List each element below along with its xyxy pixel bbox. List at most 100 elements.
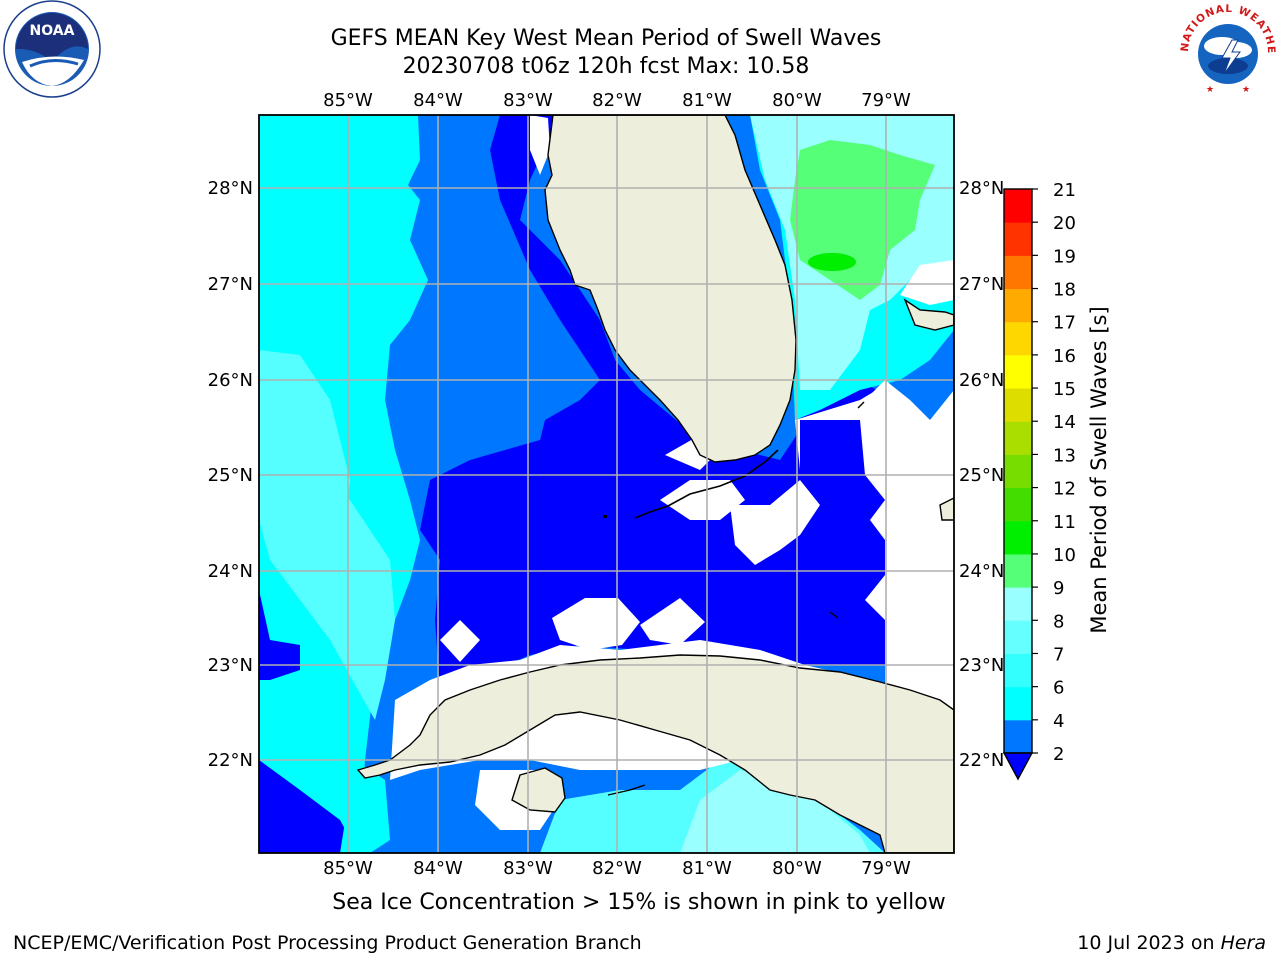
map-title: GEFS MEAN Key West Mean Period of Swell … [330,26,882,51]
lat-label-right: 26°N [959,370,1004,391]
footer-credit: NCEP/EMC/Verification Post Processing Pr… [13,932,642,954]
colorbar-segment [1004,421,1032,455]
lat-labels-left: 28°N 27°N 26°N 25°N 24°N 23°N 22°N [208,178,253,771]
lat-label-right: 25°N [959,465,1004,486]
colorbar-tick-label: 2 [1053,744,1064,765]
lat-label-left: 25°N [208,465,253,486]
lon-label-bottom: 85°W [323,858,373,879]
lat-label-left: 22°N [208,750,253,771]
land-cay-3 [607,784,646,796]
nodata-patch-3 [640,598,705,645]
colorbar-tick-label: 21 [1053,180,1076,201]
footer-date: 10 Jul 2023 on Hera [1077,932,1266,954]
footer-date-prefix: 10 Jul 2023 on [1077,932,1221,954]
colorbar-segment [1004,454,1032,489]
colorbar-segment [1004,553,1032,588]
nodata-patch-1 [440,620,480,662]
colorbar-segment [1004,520,1032,555]
colorbar-tick-label: 4 [1053,711,1064,732]
colorbar-segment [1004,388,1032,422]
nodata-patch-10 [530,115,550,175]
swell-band-green-peak [808,253,856,271]
nodata-patch-2 [552,598,640,650]
colorbar-tick-label: 12 [1053,479,1076,500]
colorbar-segment [1004,255,1032,290]
lat-label-left: 28°N [208,178,253,199]
lon-label-bottom: 84°W [413,858,463,879]
noaa-logo-text: NOAA [30,23,75,39]
colorbar-tick-label: 16 [1053,346,1076,367]
colorbar-extend-arrow [1002,752,1034,781]
colorbar: 2 4 6 7 8 9 10 11 12 13 14 15 16 17 18 19 20 21 [1002,180,1076,781]
colorbar-segment [1004,620,1032,654]
lat-label-left: 23°N [208,655,253,676]
lat-label-right: 22°N [959,750,1004,771]
lon-label-top: 81°W [682,90,732,111]
lat-label-right: 23°N [959,655,1004,676]
footer-host: Hera [1220,932,1266,954]
land-isla-juventud [511,767,566,813]
nodata-patch-6 [660,480,745,520]
svg-text:★: ★ [1206,85,1214,95]
colorbar-tick-label: 11 [1053,512,1076,533]
land-dry-tortugas [603,515,607,518]
colorbar-segment [1004,321,1032,356]
colorbar-segment [1004,587,1032,621]
lon-label-top: 80°W [772,90,822,111]
colorbar-label: Mean Period of Swell Waves [s] [1087,306,1111,633]
nodata-patch-9 [900,260,954,305]
lon-labels-top: 85°W 84°W 83°W 82°W 81°W 80°W 79°W [323,90,911,111]
land-cay-1 [829,611,839,619]
lon-label-top: 83°W [503,90,553,111]
colorbar-tick-label: 20 [1053,213,1076,234]
lat-label-left: 24°N [208,561,253,582]
lat-label-right: 24°N [959,561,1004,582]
lon-label-bottom: 79°W [861,858,911,879]
nodata-patch-7 [795,385,885,500]
colorbar-tick-label: 6 [1053,678,1064,699]
swell-band-cyan-south [340,760,390,853]
colorbar-segment [1004,653,1032,688]
colorbar-tick-label: 10 [1053,545,1076,566]
lon-label-top: 84°W [413,90,463,111]
swell-band-lightcyan2-south [680,770,870,853]
colorbar-segment [1004,189,1032,223]
colorbar-segment [1004,686,1032,721]
colorbar-segment [1004,288,1032,323]
swell-band-blue-sw [259,760,358,853]
map-gridlines [259,115,954,853]
lon-label-bottom: 83°W [503,858,553,879]
colorbar-tick-label: 13 [1053,445,1076,466]
sea-ice-caption: Sea Ice Concentration > 15% is shown in … [332,890,946,915]
colorbar-tick-label: 15 [1053,379,1076,400]
land-bahamas-grand [903,298,954,331]
lon-label-top: 85°W [323,90,373,111]
lon-labels-bottom: 85°W 84°W 83°W 82°W 81°W 80°W 79°W [323,858,911,879]
map-frame [258,114,955,854]
colorbar-tick-label: 7 [1053,644,1064,665]
svg-text:★: ★ [1242,85,1250,95]
colorbar-segment [1004,487,1032,522]
land-cuba [356,654,954,853]
map-subtitle: 20230708 t06z 120h fcst Max: 10.58 [402,54,810,79]
map-panel [259,115,954,853]
colorbar-tick-label: 9 [1053,578,1064,599]
swell-band-blue-west [259,590,300,680]
colorbar-segment [1004,719,1032,754]
lat-label-right: 28°N [959,178,1004,199]
land-bahamas-andros [939,497,954,521]
lon-label-bottom: 80°W [772,858,822,879]
colorbar-outline [1003,188,1033,754]
colorbar-tick-label: 19 [1053,246,1076,267]
lat-label-left: 27°N [208,274,253,295]
colorbar-tick-label: 14 [1053,412,1076,433]
lon-label-bottom: 81°W [682,858,732,879]
colorbar-segment [1004,222,1032,256]
lat-label-left: 26°N [208,370,253,391]
land-florida-keys [634,449,779,519]
nws-logo-icon: NATIONAL WEATHER SERVICE ★ ★ [1176,0,1276,98]
lat-labels-right: 28°N 27°N 26°N 25°N 24°N 23°N 22°N [959,178,1004,771]
colorbar-segment [1004,354,1032,389]
lon-label-bottom: 82°W [592,858,642,879]
